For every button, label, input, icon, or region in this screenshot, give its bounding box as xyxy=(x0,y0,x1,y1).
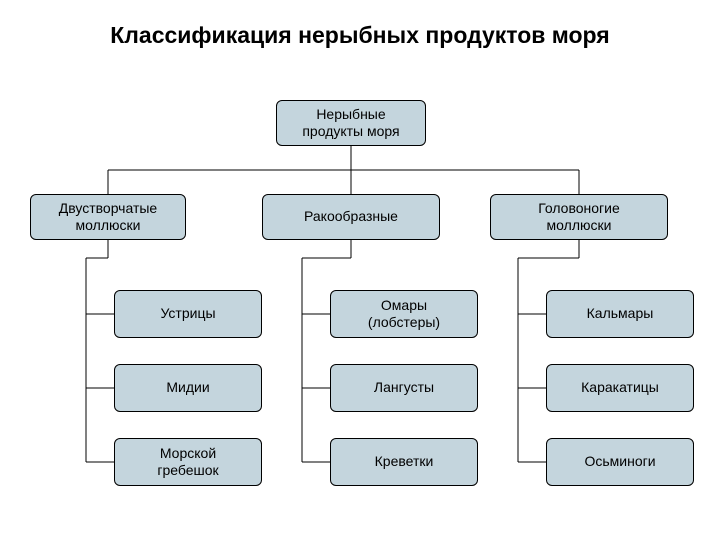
node-label: Омары (лобстеры) xyxy=(368,297,440,332)
node-label: Лангусты xyxy=(374,379,434,397)
node-cat2: Ракообразные xyxy=(262,194,440,240)
node-label: Кальмары xyxy=(587,305,654,323)
node-label: Креветки xyxy=(375,453,434,471)
node-c2: Каракатицы xyxy=(546,364,694,412)
node-b1: Омары (лобстеры) xyxy=(330,290,478,338)
node-a1: Устрицы xyxy=(114,290,262,338)
node-root: Нерыбные продукты моря xyxy=(276,100,426,146)
page-title: Классификация нерыбных продуктов моря xyxy=(0,22,720,49)
node-a3: Морской гребешок xyxy=(114,438,262,486)
node-c1: Кальмары xyxy=(546,290,694,338)
node-b3: Креветки xyxy=(330,438,478,486)
node-label: Двустворчатые моллюски xyxy=(59,200,157,235)
node-a2: Мидии xyxy=(114,364,262,412)
node-label: Устрицы xyxy=(160,305,215,323)
node-b2: Лангусты xyxy=(330,364,478,412)
node-label: Головоногие моллюски xyxy=(538,200,620,235)
node-cat3: Головоногие моллюски xyxy=(490,194,668,240)
node-label: Морской гребешок xyxy=(157,445,218,480)
node-label: Каракатицы xyxy=(581,379,659,397)
node-cat1: Двустворчатые моллюски xyxy=(30,194,186,240)
node-label: Ракообразные xyxy=(304,208,398,226)
node-label: Осьминоги xyxy=(584,453,655,471)
node-label: Нерыбные продукты моря xyxy=(302,106,399,141)
node-label: Мидии xyxy=(166,379,209,397)
node-c3: Осьминоги xyxy=(546,438,694,486)
